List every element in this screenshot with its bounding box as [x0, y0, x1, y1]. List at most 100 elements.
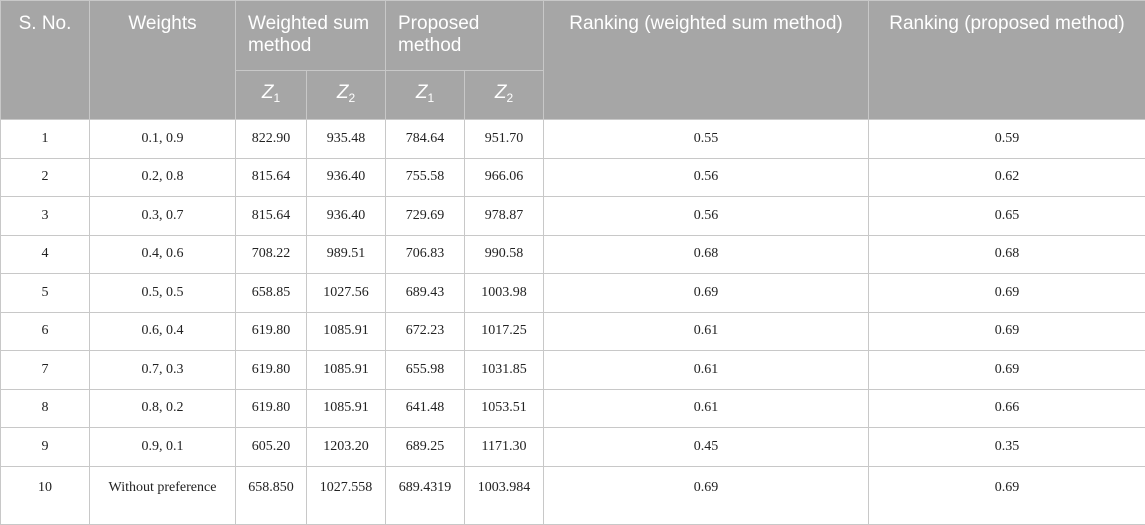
cell-proposed-z2: 966.06: [465, 158, 544, 197]
cell-wsm-z2: 1085.91: [307, 351, 386, 390]
cell-proposed-z2: 951.70: [465, 120, 544, 159]
cell-rank-wsm: 0.55: [544, 120, 869, 159]
cell-rank-wsm: 0.45: [544, 428, 869, 467]
cell-proposed-z1: 706.83: [386, 235, 465, 274]
cell-wsm-z1: 658.85: [236, 274, 307, 313]
cell-rank-proposed: 0.66: [869, 389, 1145, 428]
cell-sno: 1: [1, 120, 90, 159]
cell-wsm-z2: 989.51: [307, 235, 386, 274]
cell-proposed-z1: 755.58: [386, 158, 465, 197]
cell-rank-proposed: 0.62: [869, 158, 1145, 197]
cell-proposed-z2: 1053.51: [465, 389, 544, 428]
cell-wsm-z1: 658.850: [236, 466, 307, 524]
cell-proposed-z1: 784.64: [386, 120, 465, 159]
header-proposed-z1: Z1: [386, 71, 465, 120]
cell-wsm-z2: 1085.91: [307, 312, 386, 351]
cell-proposed-z1: 641.48: [386, 389, 465, 428]
cell-rank-proposed: 0.59: [869, 120, 1145, 159]
cell-wsm-z2: 936.40: [307, 158, 386, 197]
header-proposed-method: Proposed method: [386, 1, 544, 71]
table-row: 5 0.5, 0.5 658.85 1027.56 689.43 1003.98…: [1, 274, 1145, 313]
cell-wsm-z1: 619.80: [236, 312, 307, 351]
table-row: 1 0.1, 0.9 822.90 935.48 784.64 951.70 0…: [1, 120, 1145, 159]
cell-rank-proposed: 0.35: [869, 428, 1145, 467]
cell-proposed-z2: 978.87: [465, 197, 544, 236]
cell-weights: 0.7, 0.3: [90, 351, 236, 390]
cell-weights: 0.3, 0.7: [90, 197, 236, 236]
cell-wsm-z2: 1085.91: [307, 389, 386, 428]
cell-wsm-z1: 619.80: [236, 389, 307, 428]
cell-rank-wsm: 0.56: [544, 158, 869, 197]
header-weighted-sum-method: Weighted sum method: [236, 1, 386, 71]
cell-rank-wsm: 0.61: [544, 389, 869, 428]
cell-wsm-z1: 619.80: [236, 351, 307, 390]
table-row: 3 0.3, 0.7 815.64 936.40 729.69 978.87 0…: [1, 197, 1145, 236]
table-row: 4 0.4, 0.6 708.22 989.51 706.83 990.58 0…: [1, 235, 1145, 274]
cell-sno: 6: [1, 312, 90, 351]
cell-rank-proposed: 0.65: [869, 197, 1145, 236]
cell-proposed-z2: 1017.25: [465, 312, 544, 351]
cell-proposed-z1: 655.98: [386, 351, 465, 390]
table-row: 2 0.2, 0.8 815.64 936.40 755.58 966.06 0…: [1, 158, 1145, 197]
header-wsm-z2: Z2: [307, 71, 386, 120]
cell-sno: 5: [1, 274, 90, 313]
cell-weights: 0.4, 0.6: [90, 235, 236, 274]
cell-proposed-z1: 672.23: [386, 312, 465, 351]
cell-proposed-z1: 689.25: [386, 428, 465, 467]
cell-wsm-z2: 1027.56: [307, 274, 386, 313]
cell-proposed-z2: 990.58: [465, 235, 544, 274]
header-wsm-z1: Z1: [236, 71, 307, 120]
cell-weights: 0.9, 0.1: [90, 428, 236, 467]
cell-proposed-z1: 689.43: [386, 274, 465, 313]
header-ranking-proposed: Ranking (proposed method): [869, 1, 1145, 120]
cell-sno: 9: [1, 428, 90, 467]
cell-rank-wsm: 0.68: [544, 235, 869, 274]
cell-weights: 0.1, 0.9: [90, 120, 236, 159]
cell-wsm-z1: 815.64: [236, 197, 307, 236]
cell-rank-proposed: 0.69: [869, 312, 1145, 351]
cell-weights: 0.6, 0.4: [90, 312, 236, 351]
cell-weights: 0.5, 0.5: [90, 274, 236, 313]
cell-wsm-z1: 822.90: [236, 120, 307, 159]
cell-proposed-z2: 1031.85: [465, 351, 544, 390]
cell-rank-wsm: 0.69: [544, 466, 869, 524]
table-body: 1 0.1, 0.9 822.90 935.48 784.64 951.70 0…: [1, 120, 1145, 525]
cell-proposed-z2: 1003.98: [465, 274, 544, 313]
cell-wsm-z2: 1027.558: [307, 466, 386, 524]
header-weights: Weights: [90, 1, 236, 120]
cell-proposed-z2: 1171.30: [465, 428, 544, 467]
cell-rank-proposed: 0.69: [869, 351, 1145, 390]
table-row: 9 0.9, 0.1 605.20 1203.20 689.25 1171.30…: [1, 428, 1145, 467]
cell-wsm-z2: 935.48: [307, 120, 386, 159]
cell-wsm-z2: 1203.20: [307, 428, 386, 467]
cell-weights: 0.2, 0.8: [90, 158, 236, 197]
table-row: 6 0.6, 0.4 619.80 1085.91 672.23 1017.25…: [1, 312, 1145, 351]
cell-wsm-z1: 708.22: [236, 235, 307, 274]
cell-sno: 3: [1, 197, 90, 236]
table-row: 8 0.8, 0.2 619.80 1085.91 641.48 1053.51…: [1, 389, 1145, 428]
header-sno: S. No.: [1, 1, 90, 120]
cell-sno: 7: [1, 351, 90, 390]
cell-proposed-z2: 1003.984: [465, 466, 544, 524]
cell-sno: 8: [1, 389, 90, 428]
cell-proposed-z1: 729.69: [386, 197, 465, 236]
cell-sno: 10: [1, 466, 90, 524]
cell-rank-proposed: 0.68: [869, 235, 1145, 274]
cell-rank-wsm: 0.56: [544, 197, 869, 236]
cell-proposed-z1: 689.4319: [386, 466, 465, 524]
header-ranking-weighted-sum: Ranking (weighted sum method): [544, 1, 869, 120]
cell-rank-wsm: 0.69: [544, 274, 869, 313]
table-row: 10 Without preference 658.850 1027.558 6…: [1, 466, 1145, 524]
cell-rank-proposed: 0.69: [869, 466, 1145, 524]
cell-weights: 0.8, 0.2: [90, 389, 236, 428]
cell-wsm-z2: 936.40: [307, 197, 386, 236]
cell-weights: Without preference: [90, 466, 236, 524]
cell-sno: 4: [1, 235, 90, 274]
cell-sno: 2: [1, 158, 90, 197]
header-proposed-z2: Z2: [465, 71, 544, 120]
table-row: 7 0.7, 0.3 619.80 1085.91 655.98 1031.85…: [1, 351, 1145, 390]
cell-wsm-z1: 815.64: [236, 158, 307, 197]
cell-rank-proposed: 0.69: [869, 274, 1145, 313]
cell-rank-wsm: 0.61: [544, 312, 869, 351]
